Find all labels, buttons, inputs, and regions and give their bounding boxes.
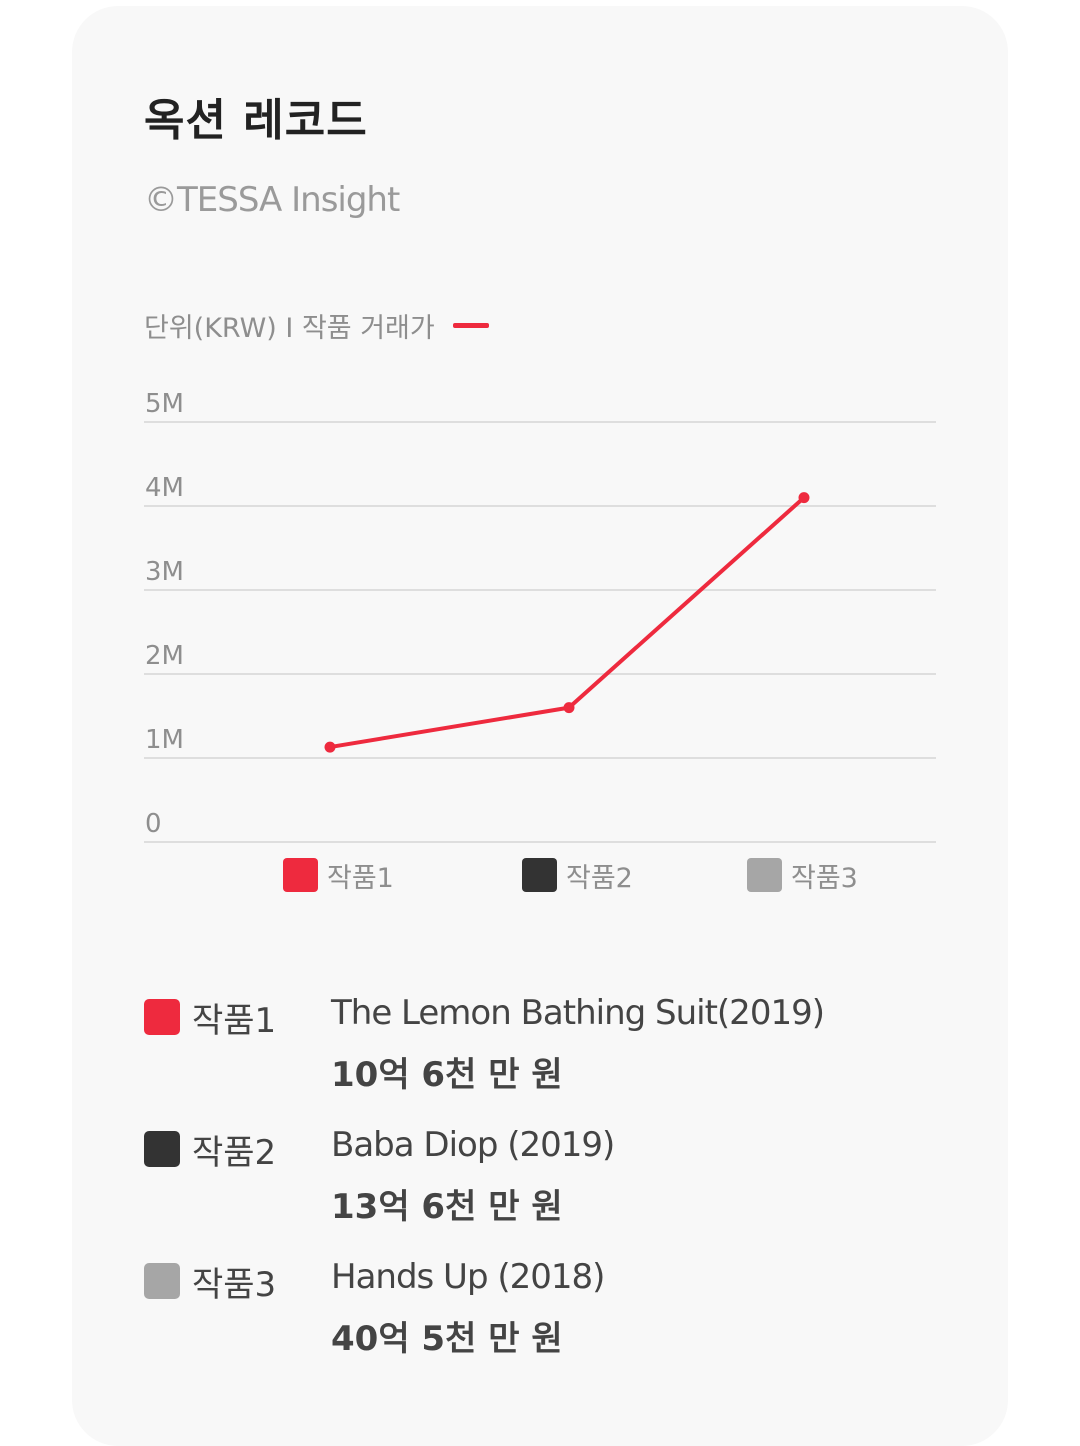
work-3-price: 40억 5천 만 원	[331, 1319, 563, 1359]
work-entry-2: 작품2 Baba Diop (2019) 13억 6천 만 원	[144, 1117, 964, 1249]
work-3-swatch	[144, 1263, 180, 1299]
data-point-2	[563, 702, 575, 714]
work-3-label: 작품3	[192, 1265, 277, 1305]
credit-text: ©TESSA Insight	[144, 180, 400, 220]
y-tick-label: 1M	[145, 725, 184, 755]
y-tick-label: 3M	[145, 557, 184, 587]
y-tick-label: 4M	[145, 473, 184, 503]
legend-label-2: 작품2	[566, 863, 633, 894]
unit-label-row: 단위(KRW) I 작품 거래가	[144, 306, 489, 345]
work-1-swatch	[144, 999, 180, 1035]
card-title: 옥션 레코드	[144, 95, 368, 146]
y-tick-label: 0	[145, 809, 162, 839]
work-1-title: The Lemon Bathing Suit(2019)	[331, 993, 825, 1033]
price-line-chart: 0 1M 2M 3M 4M 5M 작품1 작품2 작품3	[144, 389, 936, 894]
series-line-key	[452, 323, 489, 328]
y-tick-label: 2M	[145, 641, 184, 671]
legend-swatch-2	[522, 858, 557, 892]
work-1-price: 10억 6천 만 원	[331, 1055, 563, 1095]
legend-swatch-3	[747, 858, 782, 892]
work-2-price: 13억 6천 만 원	[331, 1187, 563, 1227]
legend-swatch-1	[283, 858, 318, 892]
work-2-swatch	[144, 1131, 180, 1167]
legend-label-1: 작품1	[327, 863, 394, 894]
data-point-1	[324, 741, 336, 753]
work-2-label: 작품2	[192, 1133, 277, 1173]
y-tick-label: 5M	[145, 389, 184, 419]
work-2-title: Baba Diop (2019)	[331, 1125, 615, 1165]
auction-record-card	[72, 6, 1008, 1446]
legend-label-3: 작품3	[791, 863, 858, 894]
data-point-3	[798, 492, 810, 504]
work-1-label: 작품1	[192, 1001, 277, 1041]
work-details-list: 작품1 The Lemon Bathing Suit(2019) 10억 6천 …	[144, 985, 964, 1381]
work-entry-1: 작품1 The Lemon Bathing Suit(2019) 10억 6천 …	[144, 985, 964, 1117]
work-entry-3: 작품3 Hands Up (2018) 40억 5천 만 원	[144, 1249, 964, 1381]
unit-label: 단위(KRW) I 작품 거래가	[144, 313, 435, 344]
work-3-title: Hands Up (2018)	[331, 1257, 605, 1297]
